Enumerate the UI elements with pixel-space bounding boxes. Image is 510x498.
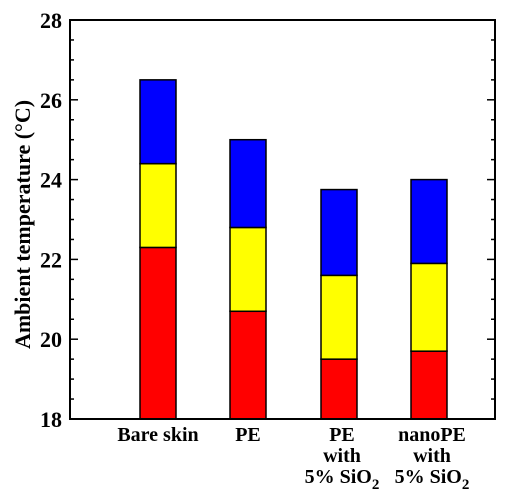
bar-1-blue-segment: [139, 79, 177, 165]
y-tick-label: 28: [40, 8, 62, 33]
tick-labels-group: 18 20 22 24 26 28: [40, 8, 62, 432]
bar-4-yellow-segment: [410, 262, 448, 352]
x-category-label-1: Bare skin: [117, 424, 198, 446]
y-tick-label: 24: [40, 168, 62, 193]
bar-2-blue-segment: [229, 138, 267, 229]
x-category-label-3: PE with 5% SiO2: [305, 424, 380, 493]
bars-group: [139, 79, 448, 420]
plot-frame: [69, 19, 496, 420]
bar-2-yellow-segment: [229, 226, 267, 313]
y-axis-title: Ambient temperature (°C): [10, 100, 35, 349]
bar-4-red-segment: [410, 350, 448, 420]
bar-3-blue-segment: [320, 188, 358, 277]
y-tick-label: 20: [40, 327, 62, 352]
bar-2-red-segment: [229, 310, 267, 420]
bar-4-blue-segment: [410, 178, 448, 265]
x-category-label-4: nanoPE with 5% SiO2: [395, 424, 470, 493]
bar-3-red-segment: [320, 358, 358, 420]
y-tick-label: 22: [40, 247, 62, 272]
bar-3-yellow-segment: [320, 274, 358, 360]
bar-1-yellow-segment: [139, 162, 177, 249]
y-tick-label: 18: [40, 407, 62, 432]
x-category-label-2: PE: [235, 424, 261, 446]
bar-1-red-segment: [139, 246, 177, 420]
y-tick-label: 26: [40, 88, 62, 113]
